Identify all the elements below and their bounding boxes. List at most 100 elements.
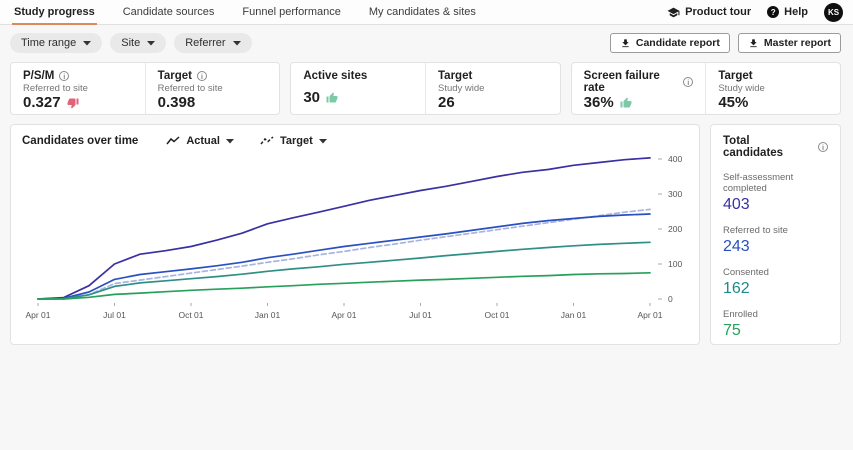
- kpi-card-active-sites: Active sites 30 Target Study wide 26: [290, 62, 561, 115]
- kpi-card-psm: P/S/M i Referred to site 0.327 Target i …: [10, 62, 281, 115]
- candidate-report-button[interactable]: Candidate report: [609, 33, 730, 53]
- product-tour-button[interactable]: Product tour: [667, 6, 751, 19]
- kpi-subtitle: Study wide: [438, 83, 485, 94]
- tab-label: My candidates & sites: [368, 6, 476, 18]
- actual-series-dropdown[interactable]: Actual: [166, 135, 234, 147]
- target-series-dropdown[interactable]: Target: [260, 135, 327, 147]
- nav-tabs: Study progress Candidate sources Funnel …: [0, 0, 490, 25]
- svg-text:Jul 01: Jul 01: [103, 310, 126, 320]
- master-report-label: Master report: [763, 37, 831, 49]
- svg-text:400: 400: [668, 154, 682, 164]
- kpi-card-screen-failure: Screen failure rate i 36% Target Study w…: [570, 62, 841, 115]
- total-candidates-card: Total candidates i Self-assessment compl…: [710, 124, 841, 345]
- referrer-filter[interactable]: Referrer: [174, 33, 252, 53]
- chevron-down-icon: [225, 138, 234, 143]
- tab-label: Funnel performance: [242, 6, 341, 18]
- total-value: 243: [723, 238, 750, 255]
- chevron-down-icon: [147, 40, 156, 45]
- thumb-up-icon: [620, 97, 632, 107]
- report-buttons: Candidate report Master report: [609, 33, 841, 53]
- kpi-subtitle: Referred to site: [23, 83, 88, 94]
- tab-study-progress[interactable]: Study progress: [0, 0, 109, 25]
- kpi-value: 0.327: [23, 94, 61, 111]
- info-icon[interactable]: i: [683, 77, 694, 87]
- total-label: Enrolled: [723, 309, 758, 320]
- candidates-over-time-card: Candidates over time Actual Target 0 100 2…: [10, 124, 700, 345]
- kpi-row: P/S/M i Referred to site 0.327 Target i …: [0, 53, 853, 115]
- tab-funnel-performance[interactable]: Funnel performance: [228, 0, 354, 24]
- kpi-subtitle: Study wide: [718, 83, 765, 94]
- total-consented: Consented 162: [723, 267, 828, 298]
- total-value: 403: [723, 196, 750, 213]
- total-referred: Referred to site 243: [723, 225, 828, 256]
- kpi-label: Target: [438, 70, 473, 82]
- total-self-assessment: Self-assessment completed 403: [723, 172, 828, 214]
- referrer-label: Referrer: [185, 37, 226, 49]
- totals-title: Total candidates: [723, 135, 784, 159]
- filter-chips: Time range Site Referrer: [10, 33, 252, 53]
- svg-text:Apr 01: Apr 01: [25, 310, 50, 320]
- svg-text:Jan 01: Jan 01: [561, 310, 587, 320]
- kpi-value: 36%: [583, 94, 614, 111]
- kpi-label: P/S/M: [23, 70, 55, 82]
- kpi-subtitle: Referred to site: [157, 83, 223, 94]
- thumb-down-icon: [67, 98, 79, 108]
- kpi-label: Active sites: [303, 70, 368, 82]
- chevron-down-icon: [232, 40, 241, 45]
- master-report-button[interactable]: Master report: [737, 33, 841, 53]
- kpi-psm: P/S/M i Referred to site 0.327: [11, 63, 146, 114]
- user-avatar[interactable]: KS: [824, 2, 843, 22]
- svg-text:0: 0: [668, 294, 673, 304]
- total-enrolled: Enrolled 75: [723, 309, 828, 340]
- product-tour-label: Product tour: [685, 6, 752, 18]
- total-value: 75: [723, 322, 741, 339]
- candidate-report-label: Candidate report: [635, 37, 720, 49]
- svg-text:300: 300: [668, 189, 682, 199]
- svg-text:Apr 01: Apr 01: [637, 310, 662, 320]
- total-label: Self-assessment completed: [723, 172, 794, 194]
- kpi-active-sites-target: Target Study wide 26: [426, 63, 560, 114]
- time-range-label: Time range: [21, 37, 77, 49]
- svg-text:200: 200: [668, 224, 682, 234]
- download-icon: [622, 38, 629, 47]
- top-navigation-bar: Study progress Candidate sources Funnel …: [0, 0, 853, 25]
- help-label: Help: [784, 6, 808, 18]
- download-icon: [750, 38, 757, 47]
- info-icon[interactable]: i: [59, 71, 70, 81]
- svg-text:Jan 01: Jan 01: [255, 310, 281, 320]
- kpi-label: Target: [718, 70, 753, 82]
- kpi-value: 45%: [718, 94, 749, 111]
- tab-my-candidates-sites[interactable]: My candidates & sites: [355, 0, 490, 24]
- info-icon[interactable]: i: [818, 142, 828, 152]
- candidates-over-time-chart[interactable]: 0 100 200 300 400 Apr 01 Jul 01 Oct 01 Jan 01 Apr…: [22, 147, 688, 331]
- chevron-down-icon: [83, 40, 92, 45]
- tab-candidate-sources[interactable]: Candidate sources: [109, 0, 229, 24]
- dashed-trend-line-icon: [260, 136, 274, 145]
- kpi-label: Screen failure rate: [583, 70, 660, 94]
- target-dropdown-label: Target: [279, 135, 313, 147]
- main-content: Candidates over time Actual Target 0 100 2…: [0, 115, 853, 345]
- chart-title: Candidates over time: [22, 135, 139, 147]
- site-label: Site: [121, 37, 141, 49]
- graduation-cap-icon: [667, 6, 680, 19]
- topbar-actions: Product tour ? Help KS: [667, 2, 843, 22]
- question-circle-icon: ?: [767, 6, 780, 18]
- trend-line-icon: [166, 136, 180, 145]
- kpi-active-sites: Active sites 30: [291, 63, 426, 114]
- kpi-label: Target: [157, 70, 192, 82]
- site-filter[interactable]: Site: [110, 33, 167, 53]
- tab-label: Candidate sources: [122, 6, 215, 18]
- kpi-value: 0.398: [157, 94, 196, 111]
- svg-text:Oct 01: Oct 01: [484, 310, 509, 320]
- svg-text:100: 100: [668, 259, 682, 269]
- kpi-screen-failure-target: Target Study wide 45%: [706, 63, 840, 114]
- total-label: Referred to site: [723, 225, 788, 236]
- svg-text:Apr 01: Apr 01: [331, 310, 356, 320]
- total-value: 162: [723, 280, 750, 297]
- kpi-screen-failure: Screen failure rate i 36%: [572, 63, 707, 114]
- help-button[interactable]: ? Help: [767, 6, 808, 18]
- kpi-psm-target: Target i Referred to site 0.398: [146, 63, 280, 114]
- filter-toolbar: Time range Site Referrer Candidate repor…: [0, 25, 853, 53]
- info-icon[interactable]: i: [196, 71, 207, 81]
- time-range-filter[interactable]: Time range: [10, 33, 103, 53]
